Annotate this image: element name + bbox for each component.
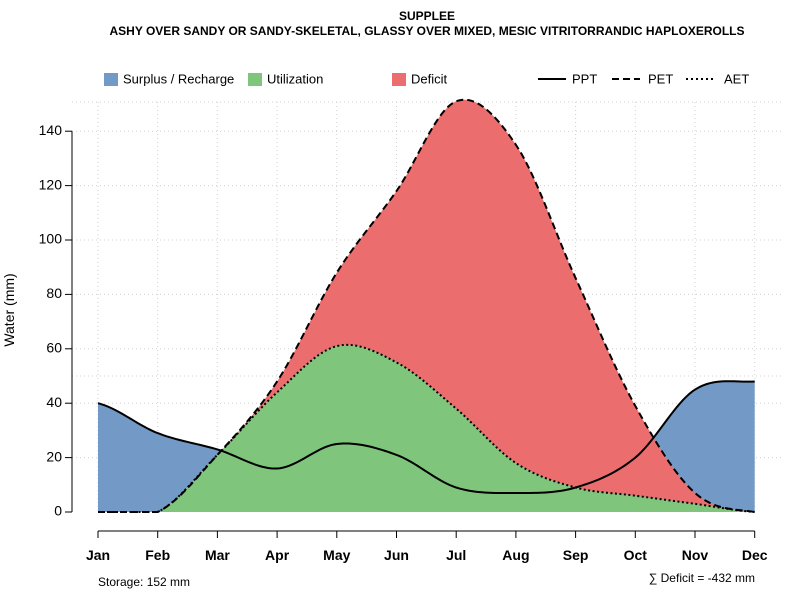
legend-label-surplus: Surplus / Recharge: [123, 71, 234, 86]
x-tick-label: Feb: [145, 547, 170, 563]
y-tick-label: 100: [39, 231, 63, 247]
x-tick-label: Oct: [624, 547, 648, 563]
x-tick-label: Nov: [682, 547, 709, 563]
x-tick-label: Sep: [563, 547, 589, 563]
y-tick-label: 120: [39, 176, 63, 192]
chart-subtitle: ASHY OVER SANDY OR SANDY-SKELETAL, GLASS…: [110, 24, 745, 38]
area-fills: [98, 99, 755, 512]
x-tick-label: Apr: [265, 547, 290, 563]
legend-label-ppt: PPT: [572, 71, 597, 86]
y-tick-label: 60: [46, 340, 62, 356]
legend-swatch-deficit: [392, 73, 406, 86]
axes: 0 20 40 60 80 100 120 140 Jan Feb Mar Apr May Jun Jul A…: [39, 122, 768, 563]
deficit-annotation: ∑ Deficit = -432 mm: [649, 571, 755, 585]
legend-swatch-surplus: [104, 73, 118, 86]
y-tick-label: 80: [46, 285, 62, 301]
x-tick-label: Mar: [205, 547, 230, 563]
area-deficit: [98, 99, 755, 512]
area-utilization: [98, 344, 755, 512]
line-aet: [98, 343, 755, 513]
x-tick-label: Jan: [86, 547, 110, 563]
legend-swatch-utilization: [248, 73, 262, 86]
x-tick-label: Jun: [384, 547, 409, 563]
legend: Surplus / Recharge Utilization Deficit P…: [104, 71, 749, 86]
y-tick-label: 40: [46, 394, 62, 410]
x-tick-label: Aug: [502, 547, 529, 563]
series-lines: [97, 98, 755, 513]
legend-label-deficit: Deficit: [411, 71, 448, 86]
storage-annotation: Storage: 152 mm: [98, 575, 190, 589]
x-tick-label: Jul: [446, 547, 466, 563]
legend-label-pet: PET: [648, 71, 673, 86]
y-tick-label: 20: [46, 448, 62, 464]
y-tick-label: 140: [39, 122, 63, 138]
x-tick-label: Dec: [742, 547, 768, 563]
legend-label-utilization: Utilization: [267, 71, 323, 86]
chart-title: SUPPLEE: [399, 9, 455, 23]
line-ppt: [97, 380, 755, 494]
line-pet: [98, 98, 755, 513]
legend-label-aet: AET: [724, 71, 749, 86]
y-tick-label: 0: [54, 503, 62, 519]
y-axis-label: Water (mm): [1, 273, 17, 346]
x-tick-label: May: [323, 547, 350, 563]
